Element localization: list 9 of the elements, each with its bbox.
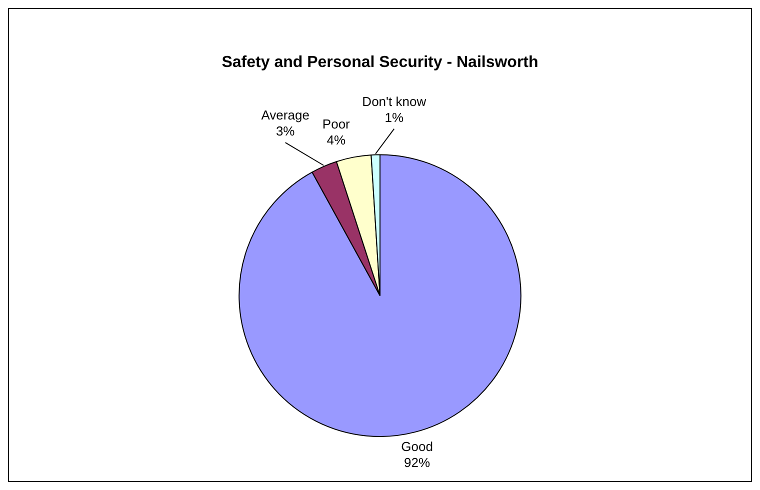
slice-label: Good [401,438,433,454]
slice-label: Don't know [362,94,427,109]
data-label: 3% [276,124,296,139]
chart-title: Safety and Personal Security - Nailsworth [222,54,538,72]
slice-label: Poor [322,116,351,132]
data-label: 92% [404,454,430,470]
slice-label: Average [261,108,310,123]
data-label: 4% [326,132,346,148]
data-label: 1% [384,110,404,125]
